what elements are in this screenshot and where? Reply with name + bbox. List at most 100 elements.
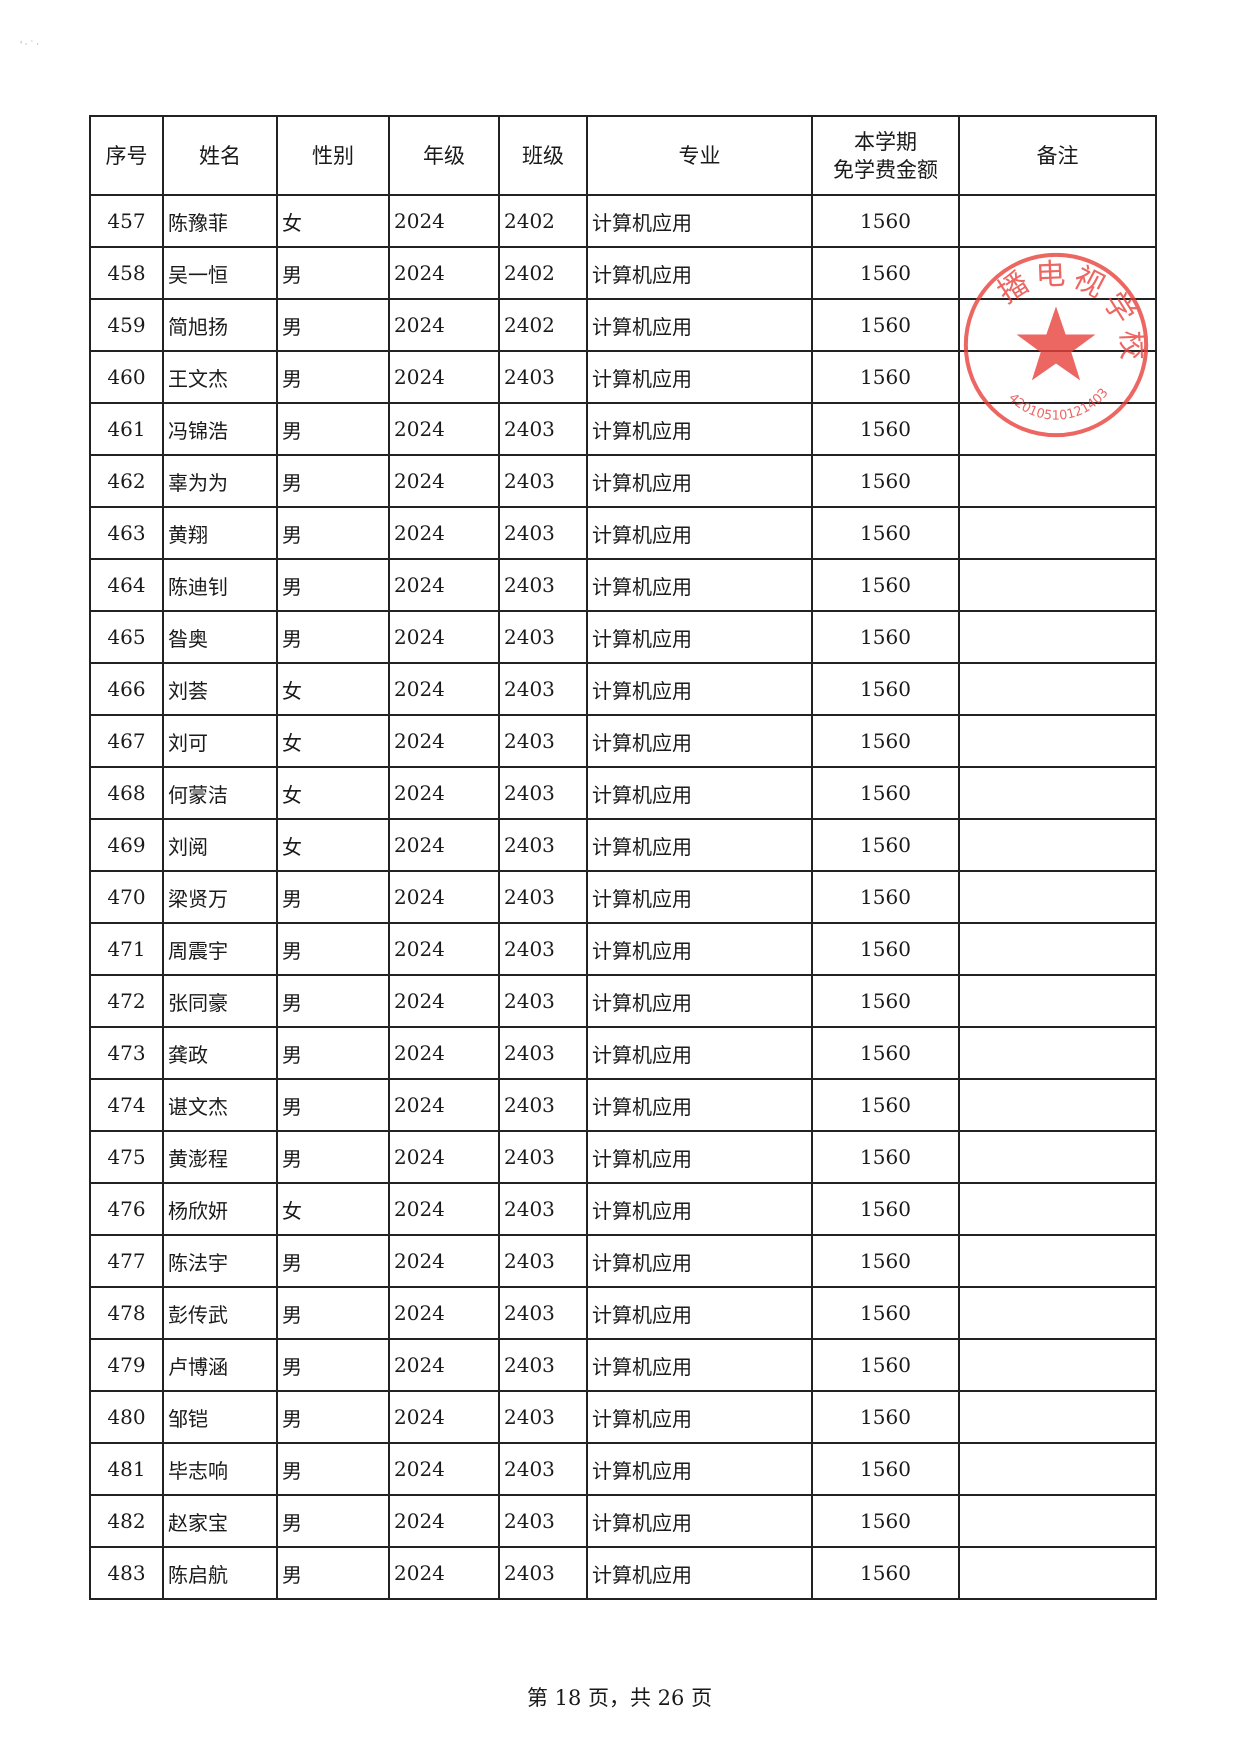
cell-class: 2402 [498,194,588,248]
cell-class: 2403 [498,1234,588,1288]
cell-waiver-amount: 1560 [811,974,960,1028]
cell-waiver-amount: 1560 [811,922,960,976]
table-row: 466 刘荟女 2024 2403 计算机应用 1560 [89,662,1157,716]
cell-name: 辜为为 [162,454,278,508]
cell-class: 2403 [498,1078,588,1132]
cell-class: 2403 [498,1286,588,1340]
table-row: 457 陈豫菲女 2024 2402 计算机应用 1560 [89,194,1157,248]
cell-major: 计算机应用 [586,1338,813,1392]
table-row: 472 张同豪男 2024 2403 计算机应用 1560 [89,974,1157,1028]
cell-waiver-amount: 1560 [811,870,960,924]
table-row: 474 谌文杰男 2024 2403 计算机应用 1560 [89,1078,1157,1132]
cell-waiver-amount: 1560 [811,1234,960,1288]
cell-major: 计算机应用 [586,1182,813,1236]
cell-index: 460 [89,350,164,404]
cell-major: 计算机应用 [586,766,813,820]
cell-major: 计算机应用 [586,1546,813,1600]
cell-remarks [958,1234,1157,1288]
header-col-waiver-amount: 本学期 免学费金额 [811,115,960,196]
scan-specks: ' · ˙ · [20,40,39,49]
cell-grade: 2024 [388,1442,500,1496]
cell-name: 谌文杰 [162,1078,278,1132]
cell-remarks [958,974,1157,1028]
cell-major: 计算机应用 [586,1026,813,1080]
cell-waiver-amount: 1560 [811,558,960,612]
cell-class: 2403 [498,402,588,456]
cell-index: 458 [89,246,164,300]
table-row: 483 陈启航男 2024 2403 计算机应用 1560 [89,1546,1157,1600]
cell-gender: 女 [276,194,390,248]
cell-class: 2403 [498,610,588,664]
cell-waiver-amount: 1560 [811,194,960,248]
cell-index: 476 [89,1182,164,1236]
cell-major: 计算机应用 [586,1286,813,1340]
cell-grade: 2024 [388,298,500,352]
cell-waiver-amount: 1560 [811,402,960,456]
cell-grade: 2024 [388,350,500,404]
cell-class: 2402 [498,246,588,300]
cell-remarks [958,1286,1157,1340]
cell-waiver-amount: 1560 [811,1442,960,1496]
cell-index: 483 [89,1546,164,1600]
cell-name: 梁贤万 [162,870,278,924]
cell-name: 昝奥 [162,610,278,664]
cell-gender: 女 [276,714,390,768]
cell-gender: 男 [276,454,390,508]
cell-gender: 男 [276,1234,390,1288]
cell-waiver-amount: 1560 [811,714,960,768]
cell-name: 陈启航 [162,1546,278,1600]
cell-gender: 女 [276,818,390,872]
cell-name: 黄翔 [162,506,278,560]
cell-waiver-amount: 1560 [811,454,960,508]
cell-grade: 2024 [388,662,500,716]
cell-waiver-amount: 1560 [811,818,960,872]
cell-name: 邹铠 [162,1390,278,1444]
cell-remarks [958,1130,1157,1184]
cell-gender: 男 [276,298,390,352]
cell-grade: 2024 [388,714,500,768]
cell-name: 杨欣妍 [162,1182,278,1236]
cell-grade: 2024 [388,610,500,664]
cell-gender: 男 [276,1442,390,1496]
cell-gender: 女 [276,1182,390,1236]
cell-waiver-amount: 1560 [811,766,960,820]
cell-index: 479 [89,1338,164,1392]
cell-class: 2403 [498,350,588,404]
table-row: 471 周震宇男 2024 2403 计算机应用 1560 [89,922,1157,976]
cell-grade: 2024 [388,1078,500,1132]
cell-major: 计算机应用 [586,922,813,976]
cell-class: 2403 [498,662,588,716]
cell-index: 482 [89,1494,164,1548]
header-col-gender: 性别 [276,115,390,196]
cell-class: 2403 [498,714,588,768]
cell-major: 计算机应用 [586,350,813,404]
table-row: 463 黄翔男 2024 2403 计算机应用 1560 [89,506,1157,560]
cell-gender: 男 [276,246,390,300]
cell-name: 王文杰 [162,350,278,404]
cell-name: 陈法宇 [162,1234,278,1288]
cell-remarks [958,1182,1157,1236]
cell-remarks [958,610,1157,664]
cell-class: 2403 [498,1390,588,1444]
table-row: 467 刘可女 2024 2403 计算机应用 1560 [89,714,1157,768]
cell-grade: 2024 [388,818,500,872]
cell-grade: 2024 [388,506,500,560]
cell-class: 2403 [498,506,588,560]
cell-waiver-amount: 1560 [811,506,960,560]
cell-name: 龚政 [162,1026,278,1080]
cell-waiver-amount: 1560 [811,1026,960,1080]
page-number: 第 18 页，共 26 页 [526,1686,713,1710]
cell-name: 周震宇 [162,922,278,976]
cell-major: 计算机应用 [586,246,813,300]
cell-major: 计算机应用 [586,298,813,352]
cell-major: 计算机应用 [586,506,813,560]
cell-waiver-amount: 1560 [811,1078,960,1132]
table-row: 481 毕志响男 2024 2403 计算机应用 1560 [89,1442,1157,1496]
cell-name: 赵家宝 [162,1494,278,1548]
cell-grade: 2024 [388,1494,500,1548]
table-row: 458 吴一恒男 2024 2402 计算机应用 1560 [89,246,1157,300]
cell-gender: 男 [276,870,390,924]
cell-index: 465 [89,610,164,664]
cell-major: 计算机应用 [586,1234,813,1288]
cell-major: 计算机应用 [586,1494,813,1548]
